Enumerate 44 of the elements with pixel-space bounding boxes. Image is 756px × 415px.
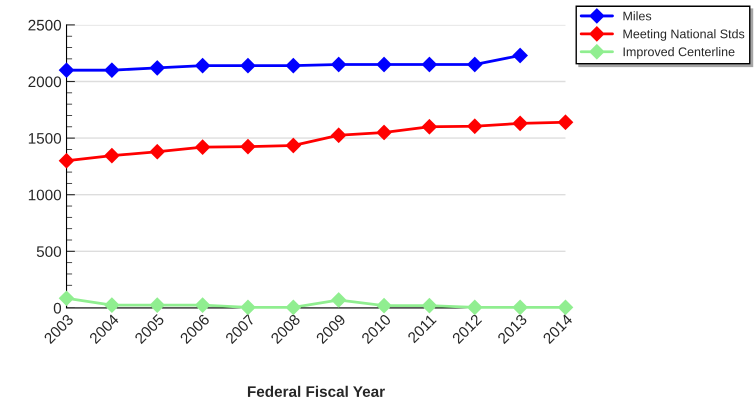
point	[286, 300, 301, 315]
point	[240, 300, 256, 315]
point	[195, 140, 210, 155]
y-tick-label: 0	[54, 302, 62, 314]
point	[331, 292, 346, 308]
x-axis-title: Federal Fiscal Year	[248, 386, 385, 397]
point	[422, 119, 437, 134]
point	[58, 153, 74, 168]
point	[58, 62, 74, 78]
point	[240, 58, 256, 74]
point	[467, 56, 482, 72]
point	[104, 298, 120, 313]
y-tick-label: 2000	[28, 76, 62, 88]
point	[558, 114, 574, 130]
legend-label: Meeting National Stds	[623, 29, 744, 41]
point	[512, 116, 528, 131]
legend-label: Miles	[623, 11, 652, 20]
point	[512, 300, 528, 315]
point	[104, 62, 120, 78]
legend-label: Improved Centerline	[624, 47, 734, 59]
point	[150, 298, 165, 313]
point	[422, 298, 437, 314]
point	[150, 60, 165, 76]
y-tick-label: 1500	[28, 132, 62, 144]
point	[286, 58, 301, 74]
point	[376, 298, 392, 314]
point	[331, 56, 346, 72]
point	[422, 56, 437, 72]
point	[512, 48, 528, 64]
point	[376, 124, 392, 140]
point	[195, 58, 210, 74]
point	[286, 138, 301, 154]
point	[376, 56, 392, 72]
y-tick-label: 1000	[28, 190, 62, 200]
y-tick-label: 500	[36, 246, 62, 258]
point	[150, 144, 165, 160]
point	[331, 128, 346, 143]
point	[467, 300, 482, 315]
point	[467, 118, 482, 134]
point	[240, 139, 256, 154]
point	[195, 298, 210, 313]
point	[104, 148, 120, 164]
y-tick-label: 2500	[28, 20, 62, 31]
point	[558, 300, 574, 315]
